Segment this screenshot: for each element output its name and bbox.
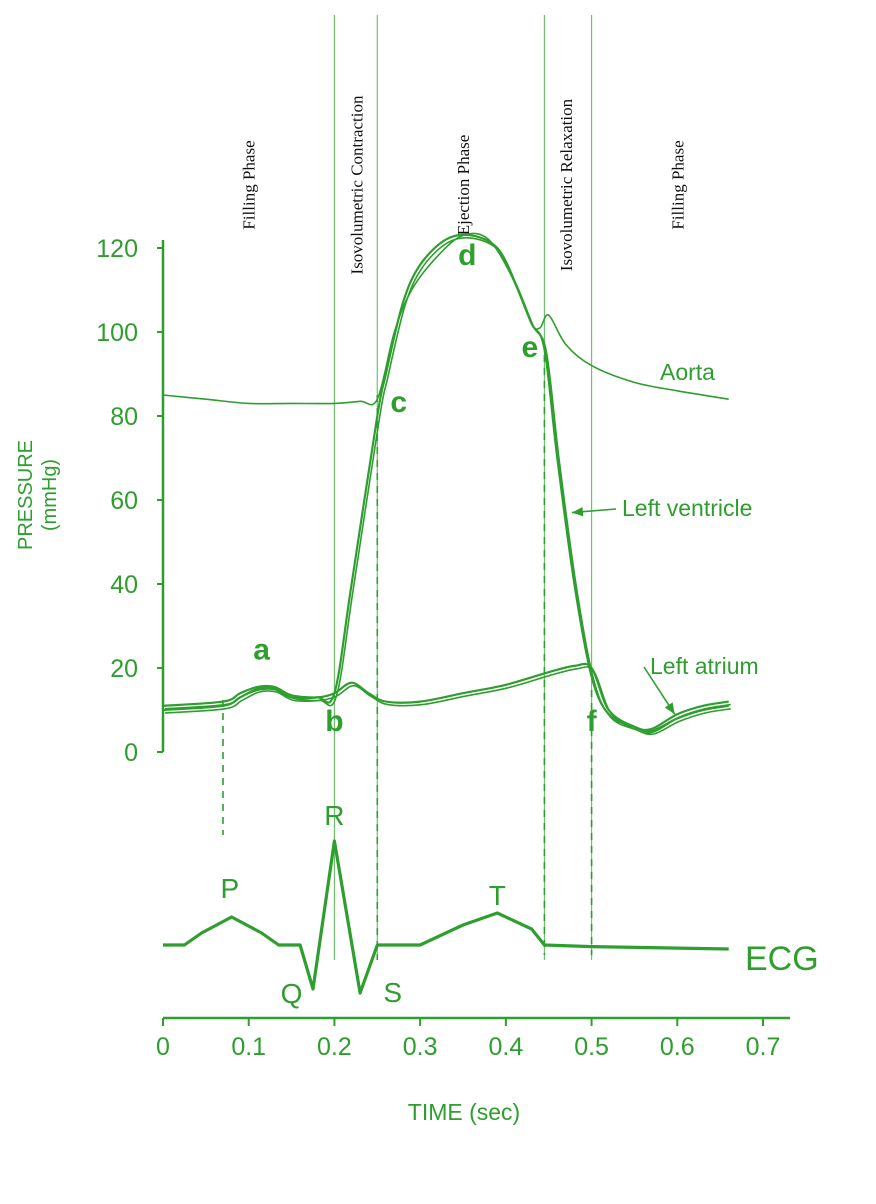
annotation-arrowhead-left-atrium: [664, 702, 675, 715]
ecg-trace: ECG P Q R S T: [163, 800, 819, 1009]
point-label-a: a: [253, 634, 270, 667]
series-line-shadow-left-atrium: [164, 666, 731, 734]
y-tick-label-120: 120: [96, 235, 138, 263]
y-axis-unit: (mmHg): [39, 459, 61, 531]
y-axis-label: PRESSURE: [15, 440, 37, 550]
phase-label-4: Isovolumetric Relaxation: [557, 98, 576, 271]
point-labels: a b c d e f: [253, 239, 597, 738]
y-tick-label-20: 20: [110, 655, 138, 683]
y-tick-label-0: 0: [124, 739, 138, 767]
ecg-wave-label-r: R: [324, 800, 344, 831]
x-tick-label-0.5: 0.5: [574, 1033, 609, 1061]
series-line-aorta: [162, 232, 729, 406]
ecg-line: [163, 839, 729, 995]
annotation-left-atrium: Left atrium: [650, 653, 759, 679]
series-annotations: Aorta Left ventricle Left atrium: [571, 359, 759, 715]
point-label-c: c: [390, 386, 407, 419]
phase-label-3: Ejection Phase: [454, 135, 473, 236]
point-label-b: b: [325, 705, 343, 738]
series-line-left-ventricle: [162, 233, 729, 733]
point-label-e: e: [522, 331, 539, 364]
point-label-d: d: [458, 239, 476, 272]
x-tick-label-0.7: 0.7: [746, 1033, 781, 1061]
axes: 0 20 40 60 80 100 120 0 0.1 0.2 0.3 0.4 0.5 0.6 0.7: [96, 235, 790, 1061]
x-tick-label-0.1: 0.1: [231, 1033, 266, 1061]
annotation-arrowhead-left-ventricle: [571, 507, 584, 517]
ecg-label: ECG: [745, 940, 819, 978]
annotation-left-ventricle: Left ventricle: [622, 495, 752, 521]
point-label-f: f: [587, 705, 598, 738]
series-line-left-atrium: [162, 662, 729, 732]
pressure-series: [162, 232, 731, 736]
x-tick-label-0.6: 0.6: [660, 1033, 695, 1061]
ecg-wave-label-t: T: [489, 880, 506, 911]
phase-labels: Filling Phase Isovolumetric Contraction Ej…: [240, 95, 688, 274]
x-tick-label-0.3: 0.3: [403, 1033, 438, 1061]
x-axis-label: TIME (sec): [408, 1099, 520, 1125]
series-line-shadow-left-ventricle: [164, 236, 731, 736]
x-tick-label-0.2: 0.2: [317, 1033, 352, 1061]
ecg-correspondence-dashes: [222, 355, 593, 960]
y-tick-label-100: 100: [96, 319, 138, 347]
ecg-wave-label-q: Q: [281, 978, 303, 1009]
phase-label-5: Filling Phase: [668, 140, 687, 229]
y-tick-label-60: 60: [110, 487, 138, 515]
x-tick-label-0.4: 0.4: [488, 1033, 523, 1061]
y-tick-label-40: 40: [110, 571, 138, 599]
ecg-wave-label-s: S: [383, 977, 402, 1008]
ecg-wave-label-p: P: [221, 873, 240, 904]
x-tick-label-0: 0: [156, 1033, 170, 1061]
y-tick-label-80: 80: [110, 403, 138, 431]
phase-label-2: Isovolumetric Contraction: [348, 95, 367, 274]
phase-label-1: Filling Phase: [240, 140, 259, 229]
annotation-aorta: Aorta: [660, 359, 715, 385]
